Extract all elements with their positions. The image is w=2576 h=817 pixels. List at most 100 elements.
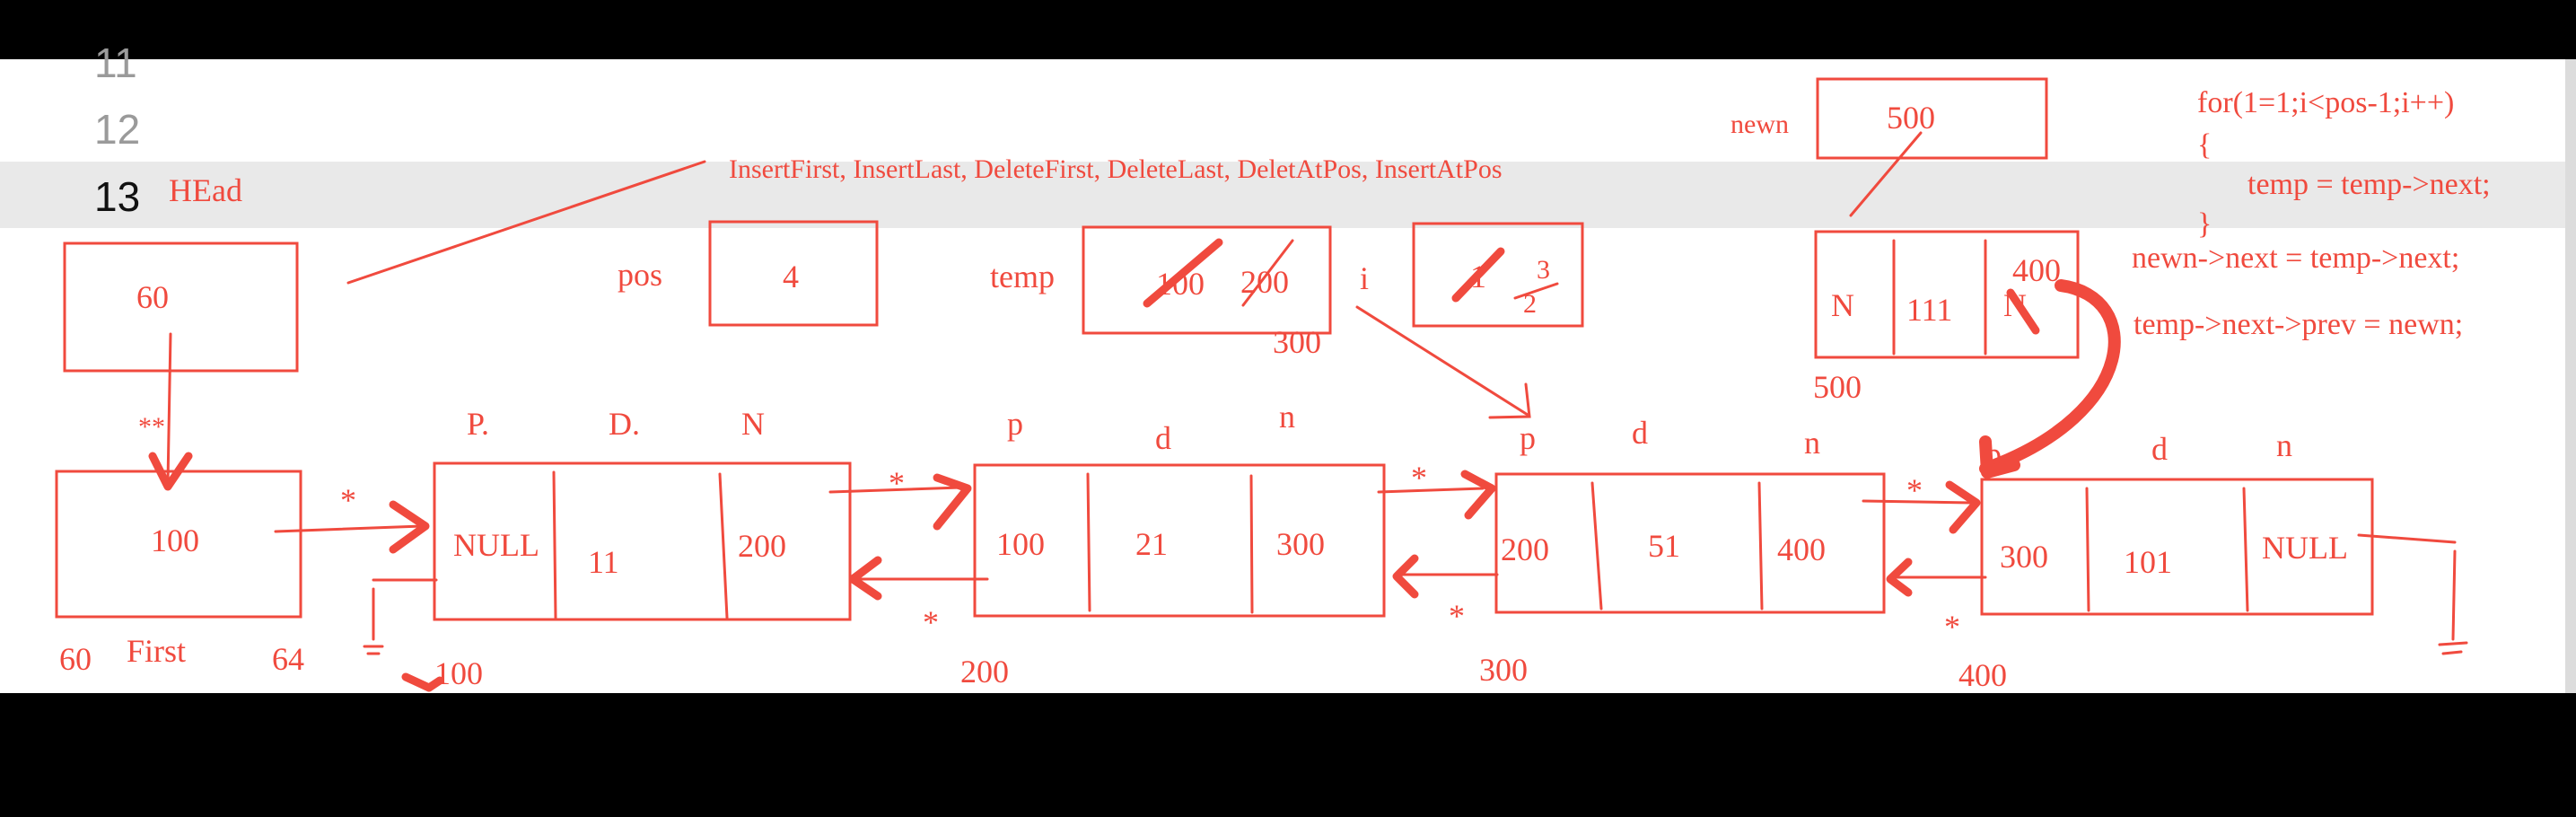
node-200-prev: 100	[996, 526, 1045, 562]
node-400: p d n 300 101 NULL 400	[1958, 427, 2374, 693]
temp-strike-2	[1241, 239, 1294, 307]
link-300-400-forward	[1862, 499, 1973, 505]
new-node-next-strike	[2006, 288, 2040, 335]
node-400-next: NULL	[2262, 530, 2348, 566]
node-400-header-prev: p	[1985, 436, 2002, 472]
new-node-next-new: 400	[2012, 252, 2061, 288]
head-to-first-line	[166, 332, 172, 485]
pos-label: pos	[618, 257, 662, 293]
new-node-to-node-400-curve	[1979, 279, 2121, 475]
code-line-2: {	[2197, 128, 2212, 162]
temp-to-node-300-arrowhead	[1488, 382, 1531, 419]
counter-current-value: 3	[1537, 255, 1550, 285]
link-400-300-star: *	[1944, 609, 1960, 645]
top-black-bar	[0, 0, 2576, 59]
link-200-100-star: *	[923, 604, 939, 640]
node-300-divider-1	[1590, 481, 1603, 611]
new-node-prev: N	[1831, 287, 1854, 323]
counter-strike-2	[1513, 282, 1559, 300]
link-300-200-back-arrowhead	[1392, 554, 1419, 599]
new-node-to-node-400-arrowhead	[1979, 435, 2020, 479]
node-400-ground-vertical	[2451, 549, 2457, 641]
node-100-header-prev: P.	[467, 406, 489, 442]
link-300-200-star: *	[1449, 598, 1465, 634]
new-node-data: 111	[1906, 292, 1952, 328]
first-to-node-100-line	[274, 524, 424, 533]
first-value: 100	[151, 523, 199, 558]
node-200-divider-2	[1249, 474, 1254, 614]
node-400-divider-2	[2242, 487, 2249, 612]
temp-label: temp	[990, 259, 1055, 294]
counter-box	[1412, 222, 1584, 328]
node-400-box	[1980, 478, 2374, 616]
link-300-400-star: *	[1906, 472, 1923, 508]
active-line-highlight	[0, 162, 2576, 228]
node-400-null-line	[2357, 533, 2457, 544]
code-line-5: newn->next = temp->next;	[2132, 242, 2459, 275]
node-400-ground-2	[2441, 650, 2463, 655]
node-300-prev: 200	[1501, 531, 1549, 567]
counter-strike	[1451, 247, 1505, 303]
head-value: 60	[136, 279, 169, 315]
node-300-address: 300	[1479, 652, 1528, 688]
first-arrow-star: *	[340, 482, 356, 518]
new-node-address: 500	[1813, 369, 1862, 405]
counter-label: i	[1360, 260, 1369, 296]
node-100-box	[433, 461, 852, 621]
temp-box	[1082, 225, 1332, 335]
head-to-first-arrowhead	[148, 452, 193, 491]
pos-box	[708, 220, 879, 327]
temp-current-value: 300	[1273, 324, 1321, 360]
first-left-address: 60	[59, 641, 92, 677]
link-300-400-forward-arrowhead	[1945, 480, 1981, 534]
node-200-next: 300	[1276, 526, 1325, 562]
node-400-ground-1	[2438, 641, 2468, 646]
node-400-divider-1	[2085, 487, 2090, 612]
operations-pointer-line	[346, 160, 706, 285]
first-box	[55, 470, 302, 619]
line-number-13: 13	[94, 173, 140, 220]
node-100-header-next: N	[741, 406, 765, 442]
link-100-200-forward-arrowhead	[933, 473, 972, 531]
node-400-data: 101	[2124, 544, 2172, 580]
first-label: First	[127, 633, 186, 669]
node-300-header-next: n	[1804, 425, 1820, 461]
node-100-address-mark	[401, 672, 444, 692]
node-300: p d n 200 51 400 300	[1479, 415, 1886, 688]
link-400-300-back-arrowhead	[1886, 558, 1913, 597]
link-200-300-star: *	[1411, 460, 1427, 496]
counter-old-value-2: 2	[1523, 289, 1537, 319]
code-line-3: temp = temp->next;	[2247, 168, 2491, 201]
temp-to-node-300-line	[1355, 305, 1529, 417]
code-line-1: for(1=1;i<pos-1;i++)	[2197, 86, 2454, 119]
node-300-header-data: d	[1632, 415, 1648, 451]
newn-box	[1816, 77, 2048, 160]
right-scrollbar[interactable]	[2565, 59, 2576, 693]
node-400-prev: 300	[2000, 539, 2048, 575]
node-100-address: 100	[434, 655, 483, 691]
node-200-header-next: n	[1279, 399, 1295, 435]
line-number-12: 12	[94, 106, 140, 153]
node-200-header-prev: p	[1007, 406, 1023, 442]
node-100-data: 11	[588, 544, 619, 580]
code-line-6: temp->next->prev = newn;	[2134, 308, 2463, 341]
newn-to-new-node-line	[1849, 131, 1923, 217]
node-300-data: 51	[1648, 528, 1680, 564]
heading-text: HEad	[169, 172, 242, 208]
head-box	[63, 242, 299, 373]
node-100: P. D. N NULL 11 200 100	[433, 406, 852, 691]
node-400-header-data: d	[2151, 431, 2168, 467]
pos-value: 4	[783, 259, 799, 294]
head-stars: **	[138, 412, 165, 442]
newn-value: 500	[1887, 100, 1935, 136]
node-100-next: 200	[738, 528, 786, 564]
node-200: p d n 100 21 300 200	[960, 399, 1386, 690]
node-300-next: 400	[1777, 531, 1826, 567]
node-100-divider-2	[718, 472, 729, 619]
node-400-header-next: n	[2276, 427, 2292, 463]
node-200-address: 200	[960, 654, 1009, 690]
node-300-divider-2	[1757, 481, 1764, 611]
node-200-box	[973, 463, 1386, 618]
node-300-box	[1494, 472, 1886, 614]
